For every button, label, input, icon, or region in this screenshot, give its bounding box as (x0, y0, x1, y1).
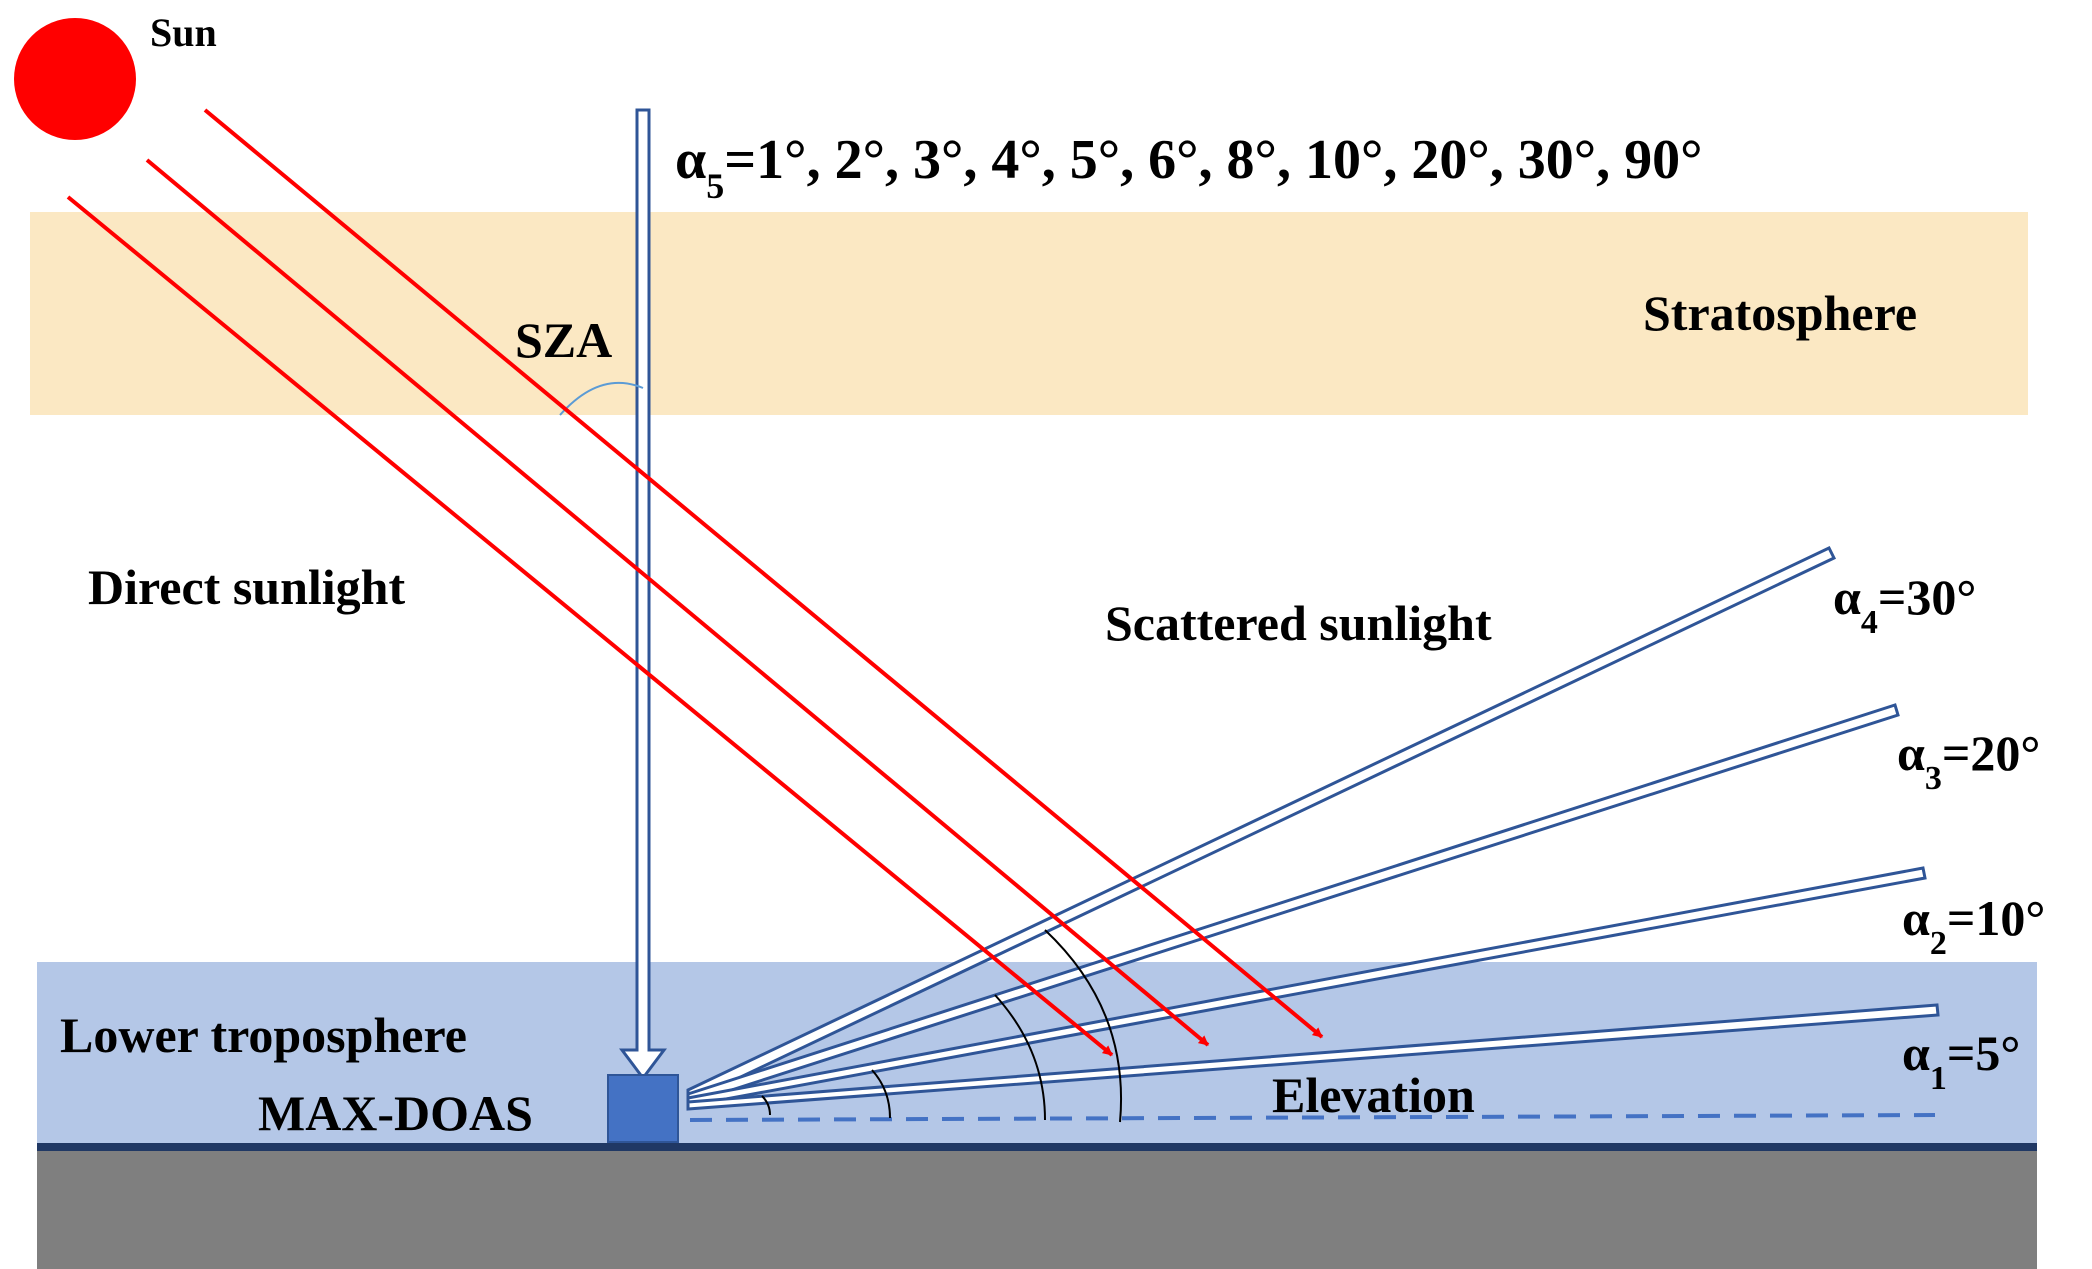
elevation-beams (686, 546, 1940, 1111)
sun-label: Sun (150, 10, 217, 55)
sza-label: SZA (515, 312, 612, 368)
scattered-sunlight-label: Scattered sunlight (1105, 595, 1492, 651)
elevation-label: Elevation (1272, 1067, 1475, 1123)
horizon-dashed-line (689, 1113, 1936, 1122)
alpha5-label: α5=1°, 2°, 3°, 4°, 5°, 6°, 8°, 10°, 20°,… (675, 129, 1703, 206)
ground (37, 1148, 2037, 1269)
alpha1-label: α1=5° (1902, 1025, 2020, 1097)
zenith-beam (619, 108, 667, 1081)
sun-ray-3 (203, 108, 1324, 1039)
alpha2-label: α2=10° (1902, 890, 2045, 962)
lower-troposphere-label: Lower troposphere (60, 1007, 467, 1063)
stratosphere-band (30, 212, 2028, 415)
alpha3-label: α3=20° (1897, 725, 2040, 797)
direct-sunlight-rays (66, 108, 1324, 1057)
sun-ray-2 (145, 158, 1210, 1047)
sun-icon (14, 18, 136, 140)
sun-ray-1 (66, 195, 1114, 1057)
sza-arc (559, 381, 644, 416)
direct-sunlight-label: Direct sunlight (88, 559, 405, 615)
elevation-arcs (761, 929, 1122, 1123)
beam-alpha1 (686, 1003, 1940, 1111)
alpha4-label: α4=30° (1833, 569, 1976, 641)
stratosphere-label: Stratosphere (1643, 285, 1917, 341)
max-doas-label: MAX-DOAS (258, 1085, 533, 1141)
max-doas-instrument-icon (607, 1074, 679, 1143)
